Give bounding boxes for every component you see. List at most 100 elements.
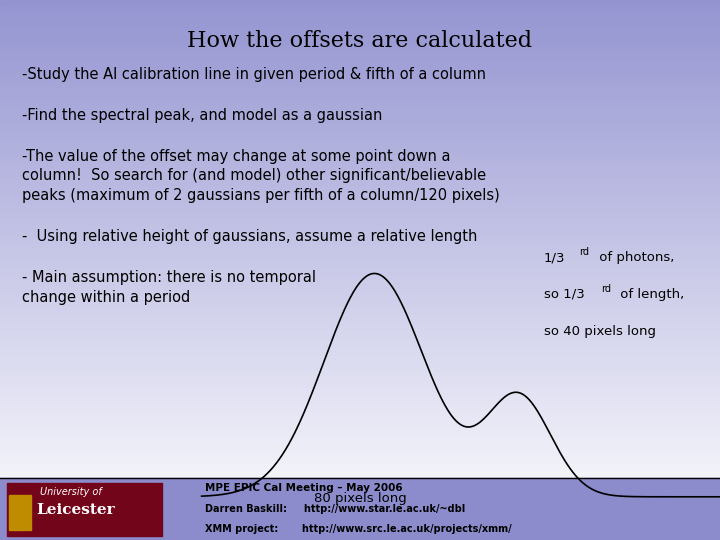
Bar	[0, 46, 720, 49]
Bar	[0, 470, 720, 472]
Bar	[0, 27, 720, 30]
Bar	[0, 270, 720, 273]
Bar	[0, 89, 720, 92]
Bar	[0, 189, 720, 192]
Bar	[0, 119, 720, 122]
Bar	[0, 49, 720, 51]
Text: rd: rd	[601, 284, 611, 294]
Bar	[0, 421, 720, 424]
Bar	[0, 132, 720, 135]
Bar	[0, 197, 720, 200]
Bar	[0, 340, 720, 343]
Bar	[0, 373, 720, 375]
Bar	[0, 418, 720, 421]
Bar	[9, 495, 31, 530]
Bar	[0, 105, 720, 108]
Bar	[0, 478, 720, 540]
Bar	[0, 383, 720, 386]
Bar	[0, 43, 720, 46]
Bar	[0, 162, 720, 165]
Bar	[0, 32, 720, 35]
Bar	[0, 173, 720, 176]
Text: -The value of the offset may change at some point down a
column!  So search for : -The value of the offset may change at s…	[22, 148, 500, 203]
Bar	[0, 324, 720, 327]
Bar	[0, 3, 720, 5]
Bar	[0, 265, 720, 267]
Bar	[0, 521, 720, 524]
Bar	[0, 386, 720, 389]
Bar	[0, 435, 720, 437]
Bar	[0, 221, 720, 224]
Bar	[0, 389, 720, 392]
Bar	[0, 451, 720, 454]
Bar	[0, 170, 720, 173]
Bar	[0, 502, 720, 505]
Bar	[0, 351, 720, 354]
Bar	[0, 400, 720, 402]
Bar	[0, 305, 720, 308]
Bar	[0, 483, 720, 486]
Text: - Main assumption: there is no temporal
change within a period: - Main assumption: there is no temporal …	[22, 270, 315, 305]
Bar	[0, 259, 720, 262]
Bar	[0, 65, 720, 68]
Bar	[0, 319, 720, 321]
Bar	[0, 281, 720, 284]
Text: Leicester: Leicester	[36, 503, 114, 517]
Bar	[0, 367, 720, 370]
Bar	[0, 532, 720, 535]
Bar	[0, 202, 720, 205]
Bar	[0, 448, 720, 451]
Bar	[0, 505, 720, 508]
Bar	[0, 526, 720, 529]
Bar	[0, 248, 720, 251]
Bar	[0, 211, 720, 213]
Bar	[0, 472, 720, 475]
Bar	[0, 308, 720, 310]
Bar	[0, 232, 720, 235]
Bar	[0, 467, 720, 470]
Bar	[0, 135, 720, 138]
Bar	[0, 51, 720, 54]
Bar	[0, 151, 720, 154]
Bar	[0, 159, 720, 162]
Bar	[0, 475, 720, 478]
Bar	[0, 243, 720, 246]
Bar	[0, 392, 720, 394]
Bar	[0, 73, 720, 76]
Bar	[0, 429, 720, 432]
Bar	[0, 338, 720, 340]
Bar	[0, 113, 720, 116]
Bar	[0, 70, 720, 73]
Bar	[0, 154, 720, 157]
Bar	[0, 192, 720, 194]
Bar	[0, 22, 720, 24]
Bar	[0, 346, 720, 348]
Bar	[0, 343, 720, 346]
Bar	[0, 513, 720, 516]
Text: How the offsets are calculated: How the offsets are calculated	[187, 30, 533, 52]
Bar	[0, 240, 720, 243]
Bar	[0, 208, 720, 211]
Bar	[0, 254, 720, 256]
Bar	[0, 508, 720, 510]
Bar	[0, 443, 720, 445]
Text: so 40 pixels long: so 40 pixels long	[544, 325, 656, 338]
Bar	[0, 267, 720, 270]
Bar	[0, 335, 720, 338]
Bar	[0, 24, 720, 27]
Bar	[0, 275, 720, 278]
Bar	[0, 62, 720, 65]
Bar	[0, 413, 720, 416]
Bar	[0, 184, 720, 186]
Bar	[0, 194, 720, 197]
Bar	[0, 310, 720, 313]
Bar	[0, 332, 720, 335]
Bar	[0, 57, 720, 59]
Bar	[0, 216, 720, 219]
Bar	[0, 94, 720, 97]
Bar	[0, 130, 720, 132]
Bar	[0, 235, 720, 238]
Bar	[0, 116, 720, 119]
Bar	[0, 200, 720, 202]
Bar	[0, 8, 720, 11]
